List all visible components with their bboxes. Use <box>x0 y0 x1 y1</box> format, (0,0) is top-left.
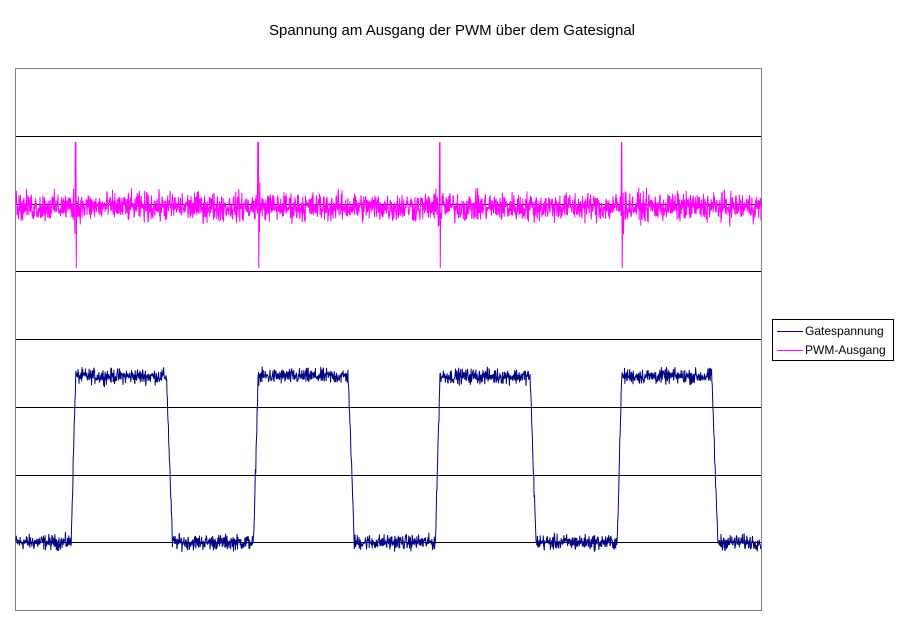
legend: Gatespannung PWM-Ausgang <box>772 319 894 361</box>
legend-label-pwm-ausgang: PWM-Ausgang <box>805 343 886 357</box>
series-lines <box>15 142 762 553</box>
series-pwm-ausgang <box>15 142 762 268</box>
legend-swatch-gatespannung <box>777 331 803 332</box>
legend-swatch-pwm-ausgang <box>777 350 803 351</box>
chart-title: Spannung am Ausgang der PWM über dem Gat… <box>268 22 636 39</box>
legend-label-gatespannung: Gatespannung <box>805 324 884 338</box>
series-gatespannung <box>15 366 762 553</box>
